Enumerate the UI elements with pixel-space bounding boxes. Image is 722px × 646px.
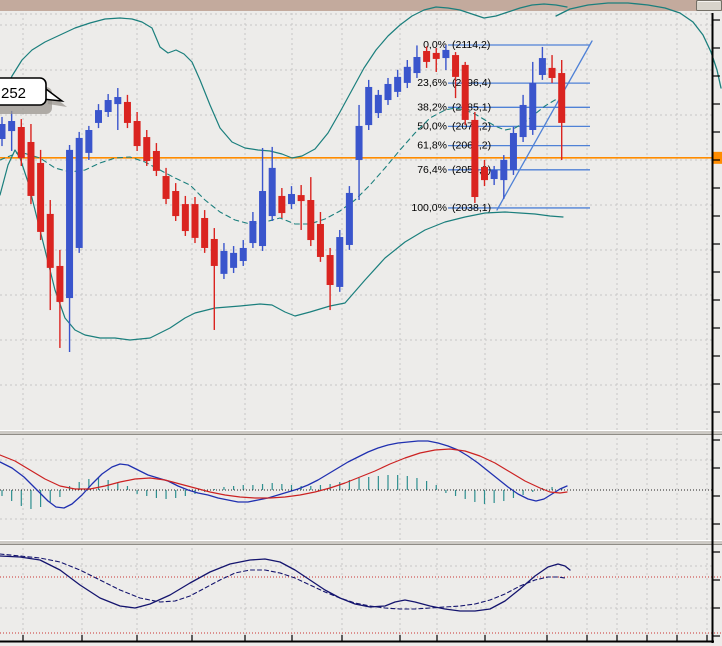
fibonacci-retracement[interactable]: 0,0% (2114,2)23,6% (2096,4)38,2% (2085,1)50… xyxy=(411,39,590,214)
candle-body xyxy=(143,137,151,162)
fib-label-value: (2096,4) xyxy=(452,77,491,89)
macd-panel[interactable] xyxy=(0,440,712,509)
candle-body xyxy=(133,121,141,147)
candle-body xyxy=(181,204,189,232)
window-title-bar[interactable] xyxy=(0,0,722,11)
candle-body xyxy=(490,170,498,180)
candle-body xyxy=(220,250,228,274)
grid xyxy=(0,13,712,641)
candle-body xyxy=(316,223,324,257)
candle-body xyxy=(56,265,64,302)
candle-body xyxy=(471,119,479,198)
candle-body xyxy=(297,195,305,202)
candle-body xyxy=(162,176,170,199)
candle-body xyxy=(509,132,517,171)
candle-body xyxy=(191,204,199,238)
candle-body xyxy=(201,217,209,248)
separator-bar[interactable] xyxy=(0,430,722,435)
candle-body xyxy=(37,162,45,232)
candle-body xyxy=(230,252,238,268)
candle-body xyxy=(336,237,344,287)
callout-text: 252 xyxy=(1,85,26,102)
candle-body xyxy=(75,137,83,248)
panel-separators[interactable] xyxy=(0,430,722,545)
callout-box xyxy=(0,77,47,106)
candle-body xyxy=(548,67,556,78)
candlesticks xyxy=(0,45,566,353)
candle-body xyxy=(123,101,131,123)
macd-line xyxy=(0,440,568,509)
fib-label-value: (2038,1) xyxy=(452,202,491,214)
candle-body xyxy=(374,94,382,114)
fib-label-value: (2085,1) xyxy=(452,101,491,113)
fib-label-pct: 0,0% xyxy=(423,39,447,51)
candle-body xyxy=(152,150,160,171)
candle-body xyxy=(66,149,74,299)
candle-body xyxy=(481,167,488,181)
candle-body xyxy=(8,121,16,132)
candle-body xyxy=(519,104,527,138)
candle-body xyxy=(326,255,334,286)
candle-body xyxy=(239,247,247,262)
price-axis-marker xyxy=(712,151,722,164)
candle-body xyxy=(172,191,180,217)
fib-arc-curve xyxy=(555,2,722,89)
candle-body xyxy=(307,200,315,241)
candle-body xyxy=(288,194,295,205)
candle-body xyxy=(46,213,54,268)
candle-body xyxy=(442,49,450,59)
candle-body xyxy=(423,50,431,62)
candle-body xyxy=(17,127,25,159)
macd-signal-line xyxy=(0,448,568,499)
fib-label-pct: 23,6% xyxy=(417,77,447,89)
candle-body xyxy=(452,55,460,77)
candle-body xyxy=(500,159,508,181)
fib-label-pct: 100,0% xyxy=(411,202,447,214)
candle-body xyxy=(85,129,93,153)
candle-body xyxy=(365,86,373,126)
bollinger-middle xyxy=(0,96,568,225)
candle-body xyxy=(538,58,546,75)
candle-body xyxy=(0,124,6,139)
stochastic-panel[interactable] xyxy=(0,553,722,634)
candle-body xyxy=(27,141,35,196)
candle-body xyxy=(432,52,440,59)
candle-body xyxy=(461,64,469,120)
bollinger-upper xyxy=(0,3,568,159)
fib-label-value: (2114,2) xyxy=(452,39,490,51)
candle-body xyxy=(95,110,102,123)
fib-label-pct: 38,2% xyxy=(417,101,447,113)
window-corner-button[interactable] xyxy=(696,0,722,11)
stoch-main-line xyxy=(0,555,571,612)
candle-body xyxy=(403,66,411,83)
candle-body xyxy=(278,195,286,214)
ascending-trendline xyxy=(496,40,593,211)
fib-label-pct: 76,4% xyxy=(417,164,447,176)
candle-body xyxy=(413,56,421,74)
candle-body xyxy=(355,125,363,160)
candle-body xyxy=(114,97,122,105)
candle-body xyxy=(104,100,112,113)
candle-body xyxy=(259,191,267,247)
price-axis[interactable] xyxy=(711,13,721,643)
candle-body xyxy=(345,192,353,245)
candle-body xyxy=(384,83,392,101)
time-axis[interactable] xyxy=(0,635,714,643)
candle-body xyxy=(249,220,257,244)
candle-body xyxy=(268,167,276,217)
candle-body xyxy=(394,76,402,92)
candle-body xyxy=(558,73,566,123)
separator-bar[interactable] xyxy=(0,540,722,545)
stoch-signal-line xyxy=(0,553,566,610)
fib-label-pct: 61,8% xyxy=(417,140,447,152)
candle-body xyxy=(529,82,537,130)
candle-body xyxy=(210,238,218,266)
price-label-callout[interactable]: 252 xyxy=(0,77,67,114)
trend-drawings[interactable] xyxy=(496,2,722,211)
